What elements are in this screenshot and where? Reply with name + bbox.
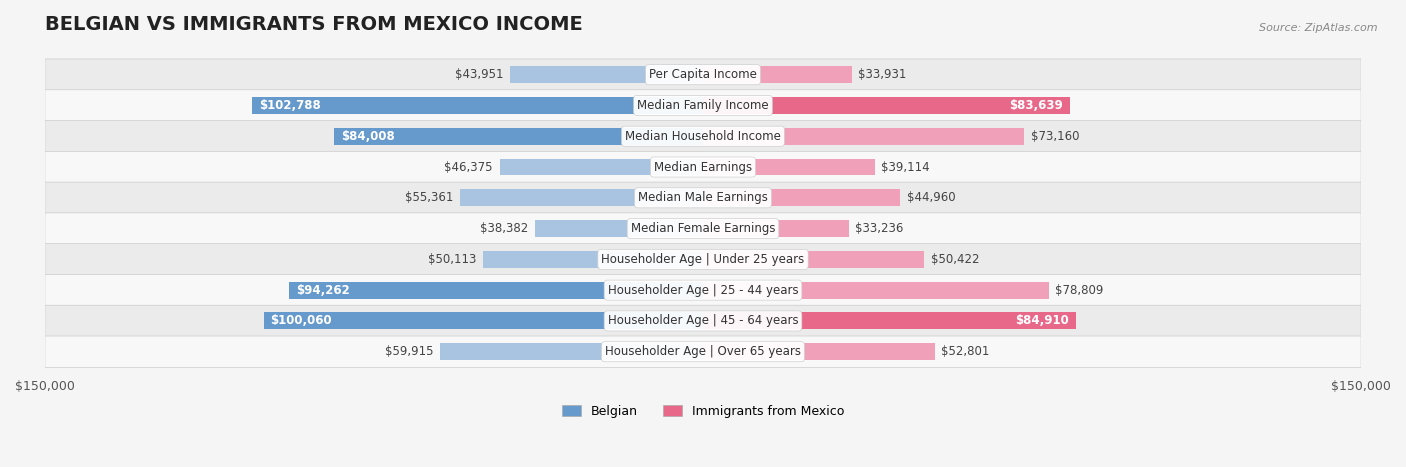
Bar xyxy=(703,66,852,83)
Text: $84,008: $84,008 xyxy=(342,130,395,143)
Text: $43,951: $43,951 xyxy=(456,68,503,81)
Bar xyxy=(510,66,703,83)
Text: $33,236: $33,236 xyxy=(855,222,904,235)
Legend: Belgian, Immigrants from Mexico: Belgian, Immigrants from Mexico xyxy=(557,400,849,423)
Text: $73,160: $73,160 xyxy=(1031,130,1078,143)
Text: $59,915: $59,915 xyxy=(385,345,433,358)
FancyBboxPatch shape xyxy=(45,275,1361,306)
Text: $52,801: $52,801 xyxy=(941,345,990,358)
Text: $33,931: $33,931 xyxy=(859,68,907,81)
Text: Householder Age | 45 - 64 years: Householder Age | 45 - 64 years xyxy=(607,314,799,327)
Bar xyxy=(534,220,703,237)
Bar xyxy=(703,159,875,176)
Text: $83,639: $83,639 xyxy=(1010,99,1063,112)
Text: Median Female Earnings: Median Female Earnings xyxy=(631,222,775,235)
Bar xyxy=(703,343,935,360)
Text: Householder Age | Over 65 years: Householder Age | Over 65 years xyxy=(605,345,801,358)
Text: $55,361: $55,361 xyxy=(405,191,454,204)
Text: $100,060: $100,060 xyxy=(270,314,332,327)
Bar xyxy=(703,282,1049,298)
Bar xyxy=(264,312,703,329)
Bar xyxy=(703,97,1070,114)
FancyBboxPatch shape xyxy=(45,182,1361,213)
FancyBboxPatch shape xyxy=(45,90,1361,121)
Text: $78,809: $78,809 xyxy=(1056,283,1104,297)
Bar xyxy=(499,159,703,176)
Bar xyxy=(703,189,900,206)
Text: $102,788: $102,788 xyxy=(259,99,321,112)
FancyBboxPatch shape xyxy=(45,336,1361,368)
Text: $94,262: $94,262 xyxy=(297,283,350,297)
Bar xyxy=(440,343,703,360)
Text: $44,960: $44,960 xyxy=(907,191,956,204)
FancyBboxPatch shape xyxy=(45,120,1361,152)
Text: BELGIAN VS IMMIGRANTS FROM MEXICO INCOME: BELGIAN VS IMMIGRANTS FROM MEXICO INCOME xyxy=(45,15,582,34)
FancyBboxPatch shape xyxy=(45,244,1361,275)
Bar xyxy=(290,282,703,298)
Bar xyxy=(335,128,703,145)
Text: $84,910: $84,910 xyxy=(1015,314,1069,327)
FancyBboxPatch shape xyxy=(45,213,1361,244)
Text: Householder Age | 25 - 44 years: Householder Age | 25 - 44 years xyxy=(607,283,799,297)
Text: Source: ZipAtlas.com: Source: ZipAtlas.com xyxy=(1260,23,1378,33)
Text: Per Capita Income: Per Capita Income xyxy=(650,68,756,81)
FancyBboxPatch shape xyxy=(45,151,1361,183)
Text: $50,422: $50,422 xyxy=(931,253,980,266)
Text: $39,114: $39,114 xyxy=(882,161,929,174)
Text: $50,113: $50,113 xyxy=(429,253,477,266)
FancyBboxPatch shape xyxy=(45,59,1361,91)
Bar xyxy=(252,97,703,114)
Bar xyxy=(460,189,703,206)
FancyBboxPatch shape xyxy=(45,305,1361,337)
Bar xyxy=(703,128,1024,145)
Text: $46,375: $46,375 xyxy=(444,161,494,174)
Bar xyxy=(703,312,1076,329)
Bar xyxy=(703,251,924,268)
Text: Median Earnings: Median Earnings xyxy=(654,161,752,174)
Text: Householder Age | Under 25 years: Householder Age | Under 25 years xyxy=(602,253,804,266)
Text: Median Household Income: Median Household Income xyxy=(626,130,780,143)
Text: $38,382: $38,382 xyxy=(479,222,529,235)
Text: Median Family Income: Median Family Income xyxy=(637,99,769,112)
Bar xyxy=(703,220,849,237)
Bar xyxy=(484,251,703,268)
Text: Median Male Earnings: Median Male Earnings xyxy=(638,191,768,204)
